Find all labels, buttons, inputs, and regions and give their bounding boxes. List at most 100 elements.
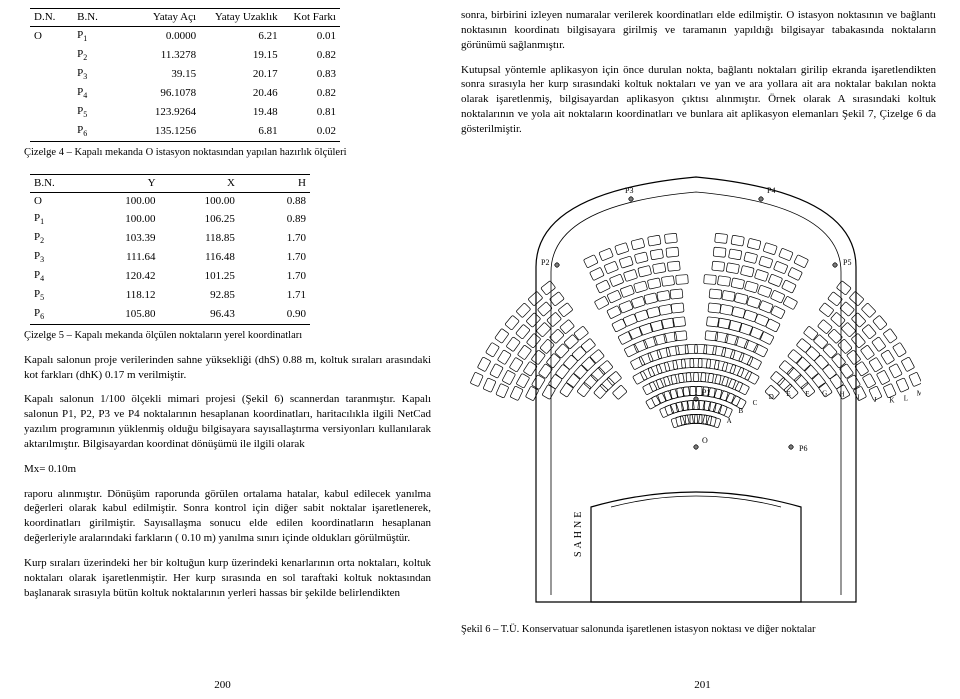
seat <box>573 364 588 379</box>
seat <box>634 252 648 264</box>
table-row: P211.327819.150.82 <box>30 46 340 65</box>
seat <box>734 293 748 305</box>
seat <box>869 357 883 372</box>
page-number-right: 201 <box>694 678 711 693</box>
seat <box>747 296 761 308</box>
seat <box>634 281 648 293</box>
seat <box>817 319 832 334</box>
seat <box>811 373 825 388</box>
row-label: B <box>739 407 744 415</box>
seat <box>694 372 706 381</box>
seat <box>804 364 819 379</box>
seat <box>862 324 877 339</box>
seat <box>612 385 627 400</box>
seat <box>676 274 689 284</box>
seat <box>861 303 876 318</box>
th2-h: H <box>239 174 310 192</box>
seat <box>749 326 764 339</box>
seat <box>841 322 856 337</box>
seat <box>531 350 545 365</box>
seat <box>713 247 726 257</box>
seat <box>714 360 728 371</box>
seat <box>768 274 782 287</box>
seat <box>523 361 537 376</box>
seat <box>753 344 768 357</box>
seat <box>555 364 570 379</box>
seat <box>470 372 483 387</box>
seat <box>838 339 853 354</box>
seat <box>851 333 866 348</box>
seat <box>640 367 655 380</box>
marker-label: O <box>702 436 708 445</box>
seat <box>685 414 698 424</box>
seat <box>846 350 860 365</box>
seat <box>830 374 844 389</box>
row-label: H <box>840 390 845 398</box>
seat <box>619 300 634 313</box>
seat <box>794 254 809 267</box>
table1-caption: Çizelge 4 – Kapalı mekanda O istasyon no… <box>24 146 431 160</box>
seat <box>701 372 714 382</box>
seat <box>744 281 758 293</box>
seat <box>639 323 653 335</box>
seat <box>667 261 680 271</box>
table-row: P2103.39118.851.70 <box>30 229 310 248</box>
seat <box>876 370 890 385</box>
seat <box>745 371 760 385</box>
seat <box>759 300 774 313</box>
seat <box>754 269 768 281</box>
seat <box>516 324 531 339</box>
seat <box>618 331 633 344</box>
seat <box>840 301 855 316</box>
seat <box>537 301 552 316</box>
seat <box>657 290 670 301</box>
seat <box>657 347 671 359</box>
th2-y: Y <box>80 174 159 192</box>
seat <box>779 248 793 261</box>
table-row: P6105.8096.430.90 <box>30 305 310 324</box>
para-l2: Kapalı salonun 1/100 ölçekli mimari proj… <box>24 392 431 451</box>
seat <box>477 357 491 372</box>
seat <box>577 382 591 397</box>
row-label: D <box>769 393 774 401</box>
th-kotfarki: Kot Farkı <box>282 9 340 27</box>
row-label: M <box>917 389 921 397</box>
seat <box>739 323 753 335</box>
seat <box>695 344 707 353</box>
marker-label: P5 <box>843 258 851 267</box>
seat <box>653 262 666 273</box>
seat <box>540 339 555 354</box>
seat <box>721 347 735 359</box>
seat <box>740 265 754 277</box>
para-r1: sonra, birbirini izleyen numaralar veril… <box>461 8 936 53</box>
seat <box>881 349 895 364</box>
seat <box>526 312 541 327</box>
table-row: P4120.42101.251.70 <box>30 267 310 286</box>
seat <box>560 319 575 334</box>
seat <box>566 373 580 388</box>
seat <box>664 233 677 243</box>
seat <box>735 381 750 395</box>
seat <box>633 371 648 385</box>
seat <box>726 262 739 273</box>
seat <box>659 304 672 315</box>
seat <box>819 302 834 316</box>
row-label: E <box>786 390 790 398</box>
table-row: P496.107820.460.82 <box>30 84 340 103</box>
table-row: P5118.1292.851.71 <box>30 286 310 305</box>
marker-label: P3 <box>625 186 633 195</box>
seat <box>631 238 645 250</box>
seat <box>704 274 717 284</box>
seat <box>694 414 707 424</box>
seat <box>666 247 679 257</box>
seat <box>744 252 758 264</box>
seat <box>828 291 843 305</box>
seat <box>730 364 744 377</box>
seat <box>855 361 869 376</box>
seat <box>619 256 633 268</box>
seat <box>596 280 611 293</box>
seat <box>505 315 520 330</box>
seat <box>717 275 730 286</box>
seat <box>737 367 752 380</box>
seat <box>896 378 909 393</box>
